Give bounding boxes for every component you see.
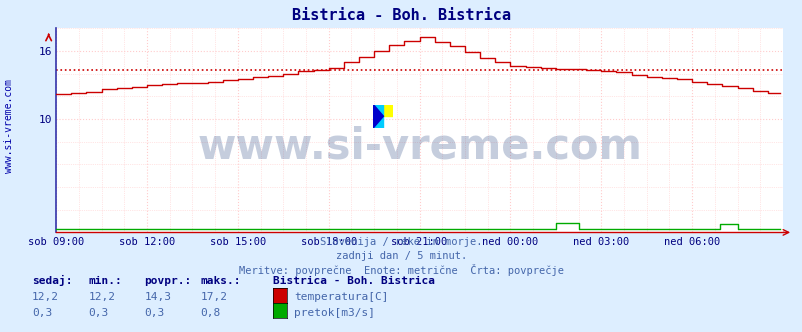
Text: Bistrica - Boh. Bistrica: Bistrica - Boh. Bistrica — [292, 8, 510, 23]
Text: www.si-vreme.com: www.si-vreme.com — [196, 125, 642, 168]
Text: Meritve: povprečne  Enote: metrične  Črta: povprečje: Meritve: povprečne Enote: metrične Črta:… — [239, 264, 563, 276]
Text: 0,3: 0,3 — [144, 308, 164, 318]
Text: Slovenija / reke in morje.: Slovenija / reke in morje. — [320, 237, 482, 247]
Text: 17,2: 17,2 — [200, 292, 228, 302]
Text: min.:: min.: — [88, 276, 122, 286]
Bar — [383, 105, 393, 116]
Polygon shape — [373, 105, 383, 128]
Text: Bistrica - Boh. Bistrica: Bistrica - Boh. Bistrica — [273, 276, 435, 286]
Text: temperatura[C]: temperatura[C] — [294, 292, 388, 302]
Text: 12,2: 12,2 — [88, 292, 115, 302]
Text: zadnji dan / 5 minut.: zadnji dan / 5 minut. — [335, 251, 467, 261]
Text: pretok[m3/s]: pretok[m3/s] — [294, 308, 375, 318]
Polygon shape — [373, 105, 383, 128]
Text: 0,3: 0,3 — [32, 308, 52, 318]
Text: povpr.:: povpr.: — [144, 276, 192, 286]
Text: sedaj:: sedaj: — [32, 275, 72, 286]
Text: 0,3: 0,3 — [88, 308, 108, 318]
Text: 0,8: 0,8 — [200, 308, 221, 318]
Text: maks.:: maks.: — [200, 276, 241, 286]
Text: www.si-vreme.com: www.si-vreme.com — [4, 79, 14, 173]
Text: 12,2: 12,2 — [32, 292, 59, 302]
Text: 14,3: 14,3 — [144, 292, 172, 302]
